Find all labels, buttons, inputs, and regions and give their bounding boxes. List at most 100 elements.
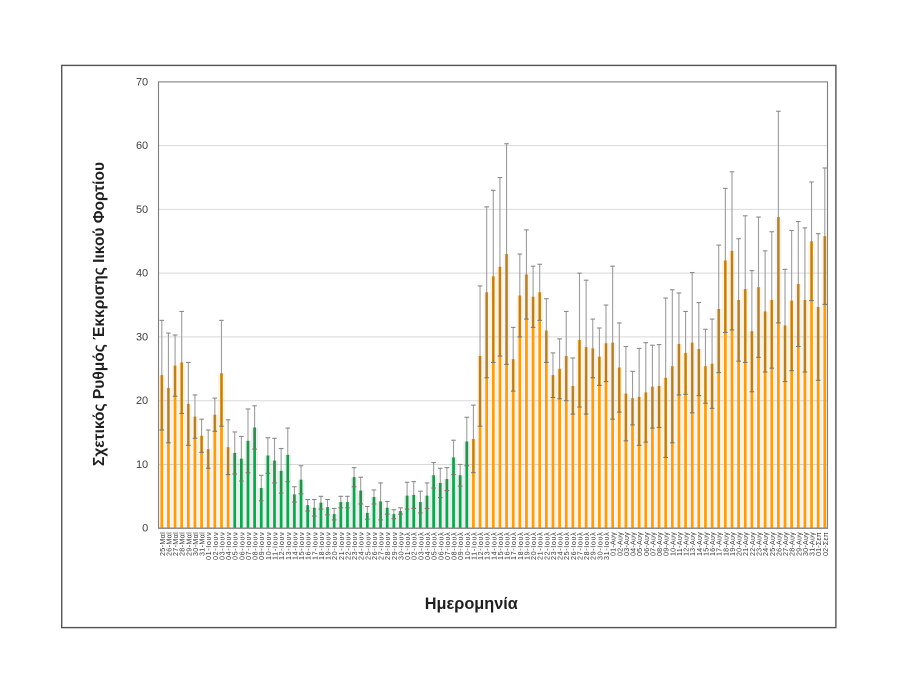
svg-text:24-Ιουν: 24-Ιουν bbox=[357, 532, 366, 560]
svg-text:20-Αυγ: 20-Αυγ bbox=[735, 532, 744, 556]
svg-text:17-Ιουν: 17-Ιουν bbox=[310, 532, 319, 560]
svg-text:02-Ιουν: 02-Ιουν bbox=[211, 532, 220, 560]
svg-text:01-Σεπ: 01-Σεπ bbox=[814, 532, 823, 556]
svg-text:25-Αυγ: 25-Αυγ bbox=[768, 532, 777, 556]
svg-text:26-Ιουν: 26-Ιουν bbox=[370, 532, 379, 560]
svg-text:11-Ιουλ: 11-Ιουλ bbox=[469, 532, 478, 560]
svg-text:30-Αυγ: 30-Αυγ bbox=[801, 532, 810, 556]
svg-text:10: 10 bbox=[136, 459, 148, 471]
svg-text:19-Ιουν: 19-Ιουν bbox=[324, 532, 333, 560]
svg-text:15-Αυγ: 15-Αυγ bbox=[701, 532, 710, 556]
svg-text:27-Αυγ: 27-Αυγ bbox=[781, 532, 790, 556]
svg-text:03-Αυγ: 03-Αυγ bbox=[622, 532, 631, 556]
svg-text:13-Ιουν: 13-Ιουν bbox=[284, 532, 293, 560]
svg-text:12-Ιουν: 12-Ιουν bbox=[277, 532, 286, 560]
svg-text:04-Αυγ: 04-Αυγ bbox=[629, 532, 638, 556]
svg-text:07-Αυγ: 07-Αυγ bbox=[648, 532, 657, 556]
svg-text:09-Ιουλ: 09-Ιουλ bbox=[456, 532, 465, 560]
svg-text:25-Ιουν: 25-Ιουν bbox=[363, 532, 372, 560]
svg-text:29-Αυγ: 29-Αυγ bbox=[794, 532, 803, 556]
svg-text:27-Ιουν: 27-Ιουν bbox=[377, 532, 386, 560]
svg-text:26-Ιουλ: 26-Ιουλ bbox=[569, 532, 578, 560]
svg-text:02-Ιουλ: 02-Ιουλ bbox=[410, 532, 419, 560]
svg-text:11-Ιουν: 11-Ιουν bbox=[271, 532, 280, 560]
svg-text:16-Αυγ: 16-Αυγ bbox=[708, 532, 717, 556]
svg-text:31-Ιουλ: 31-Ιουλ bbox=[602, 532, 611, 560]
svg-text:01-Αυγ: 01-Αυγ bbox=[609, 532, 618, 556]
svg-text:25-Μαϊ: 25-Μαϊ bbox=[158, 532, 167, 556]
svg-text:26-Μαϊ: 26-Μαϊ bbox=[164, 532, 173, 556]
svg-text:30: 30 bbox=[136, 331, 148, 343]
svg-text:23-Ιουλ: 23-Ιουλ bbox=[549, 532, 558, 560]
svg-text:14-Ιουλ: 14-Ιουλ bbox=[489, 532, 498, 560]
svg-text:28-Ιουν: 28-Ιουν bbox=[383, 532, 392, 560]
svg-text:08-Ιουλ: 08-Ιουλ bbox=[450, 532, 459, 560]
svg-text:12-Αυγ: 12-Αυγ bbox=[682, 532, 691, 556]
svg-text:05-Αυγ: 05-Αυγ bbox=[635, 532, 644, 556]
svg-text:22-Ιουλ: 22-Ιουλ bbox=[542, 532, 551, 560]
svg-text:30-Ιουν: 30-Ιουν bbox=[396, 532, 405, 560]
svg-text:40: 40 bbox=[136, 268, 148, 280]
svg-text:01-Ιουν: 01-Ιουν bbox=[204, 532, 213, 560]
svg-text:07-Ιουν: 07-Ιουν bbox=[244, 532, 253, 560]
svg-text:31-Μαϊ: 31-Μαϊ bbox=[198, 532, 207, 556]
svg-text:10-Ιουλ: 10-Ιουλ bbox=[463, 532, 472, 560]
svg-text:05-Ιουλ: 05-Ιουλ bbox=[430, 532, 439, 560]
svg-text:29-Ιουλ: 29-Ιουλ bbox=[589, 532, 598, 560]
svg-text:03-Ιουν: 03-Ιουν bbox=[217, 532, 226, 560]
svg-text:15-Ιουλ: 15-Ιουλ bbox=[496, 532, 505, 560]
svg-text:21-Ιουν: 21-Ιουν bbox=[337, 532, 346, 560]
svg-text:06-Ιουν: 06-Ιουν bbox=[237, 532, 246, 560]
svg-text:04-Ιουλ: 04-Ιουλ bbox=[423, 532, 432, 560]
svg-text:14-Αυγ: 14-Αυγ bbox=[695, 532, 704, 556]
svg-text:60: 60 bbox=[136, 140, 148, 152]
svg-text:24-Αυγ: 24-Αυγ bbox=[761, 532, 770, 556]
svg-text:23-Αυγ: 23-Αυγ bbox=[755, 532, 764, 556]
svg-text:18-Ιουλ: 18-Ιουλ bbox=[516, 532, 525, 560]
svg-text:02-Σεπ: 02-Σεπ bbox=[821, 532, 830, 556]
svg-text:29-Ιουν: 29-Ιουν bbox=[390, 532, 399, 560]
svg-text:10-Αυγ: 10-Αυγ bbox=[668, 532, 677, 556]
svg-text:17-Αυγ: 17-Αυγ bbox=[715, 532, 724, 556]
svg-text:15-Ιουν: 15-Ιουν bbox=[297, 532, 306, 560]
svg-text:50: 50 bbox=[136, 204, 148, 216]
svg-text:19-Ιουλ: 19-Ιουλ bbox=[522, 532, 531, 560]
svg-text:06-Ιουλ: 06-Ιουλ bbox=[436, 532, 445, 560]
svg-text:08-Ιουν: 08-Ιουν bbox=[251, 532, 260, 560]
svg-text:12-Ιουλ: 12-Ιουλ bbox=[476, 532, 485, 560]
svg-text:31-Αυγ: 31-Αυγ bbox=[808, 532, 817, 556]
svg-text:14-Ιουν: 14-Ιουν bbox=[290, 532, 299, 560]
svg-text:0: 0 bbox=[142, 523, 148, 535]
svg-text:13-Αυγ: 13-Αυγ bbox=[688, 532, 697, 556]
svg-text:29-Μαϊ: 29-Μαϊ bbox=[184, 532, 193, 556]
svg-text:24-Ιουλ: 24-Ιουλ bbox=[556, 532, 565, 560]
svg-text:70: 70 bbox=[136, 76, 148, 88]
svg-text:18-Αυγ: 18-Αυγ bbox=[721, 532, 730, 556]
svg-text:30-Μαϊ: 30-Μαϊ bbox=[191, 532, 200, 556]
svg-text:23-Ιουν: 23-Ιουν bbox=[350, 532, 359, 560]
svg-text:28-Ιουλ: 28-Ιουλ bbox=[582, 532, 591, 560]
svg-text:20-Ιουν: 20-Ιουν bbox=[330, 532, 339, 560]
svg-text:16-Ιουλ: 16-Ιουλ bbox=[503, 532, 512, 560]
svg-text:11-Αυγ: 11-Αυγ bbox=[675, 532, 684, 556]
svg-text:09-Ιουν: 09-Ιουν bbox=[257, 532, 266, 560]
svg-text:16-Ιουν: 16-Ιουν bbox=[304, 532, 313, 560]
svg-text:06-Αυγ: 06-Αυγ bbox=[642, 532, 651, 556]
svg-text:02-Αυγ: 02-Αυγ bbox=[615, 532, 624, 556]
svg-text:22-Ιουν: 22-Ιουν bbox=[343, 532, 352, 560]
svg-text:04-Ιουν: 04-Ιουν bbox=[224, 532, 233, 560]
svg-text:10-Ιουν: 10-Ιουν bbox=[264, 532, 273, 560]
svg-text:20: 20 bbox=[136, 395, 148, 407]
svg-text:21-Ιουλ: 21-Ιουλ bbox=[536, 532, 545, 560]
svg-text:Ημερομηνία: Ημερομηνία bbox=[425, 594, 519, 613]
svg-text:27-Μαϊ: 27-Μαϊ bbox=[171, 532, 180, 556]
svg-text:20-Ιουλ: 20-Ιουλ bbox=[529, 532, 538, 560]
svg-text:28-Μαϊ: 28-Μαϊ bbox=[178, 532, 187, 556]
svg-text:25-Ιουλ: 25-Ιουλ bbox=[562, 532, 571, 560]
svg-text:18-Ιουν: 18-Ιουν bbox=[317, 532, 326, 560]
svg-text:30-Ιουλ: 30-Ιουλ bbox=[595, 532, 604, 560]
svg-text:13-Ιουλ: 13-Ιουλ bbox=[483, 532, 492, 560]
svg-text:22-Αυγ: 22-Αυγ bbox=[748, 532, 757, 556]
svg-text:19-Αυγ: 19-Αυγ bbox=[728, 532, 737, 556]
svg-text:03-Ιουλ: 03-Ιουλ bbox=[416, 532, 425, 560]
